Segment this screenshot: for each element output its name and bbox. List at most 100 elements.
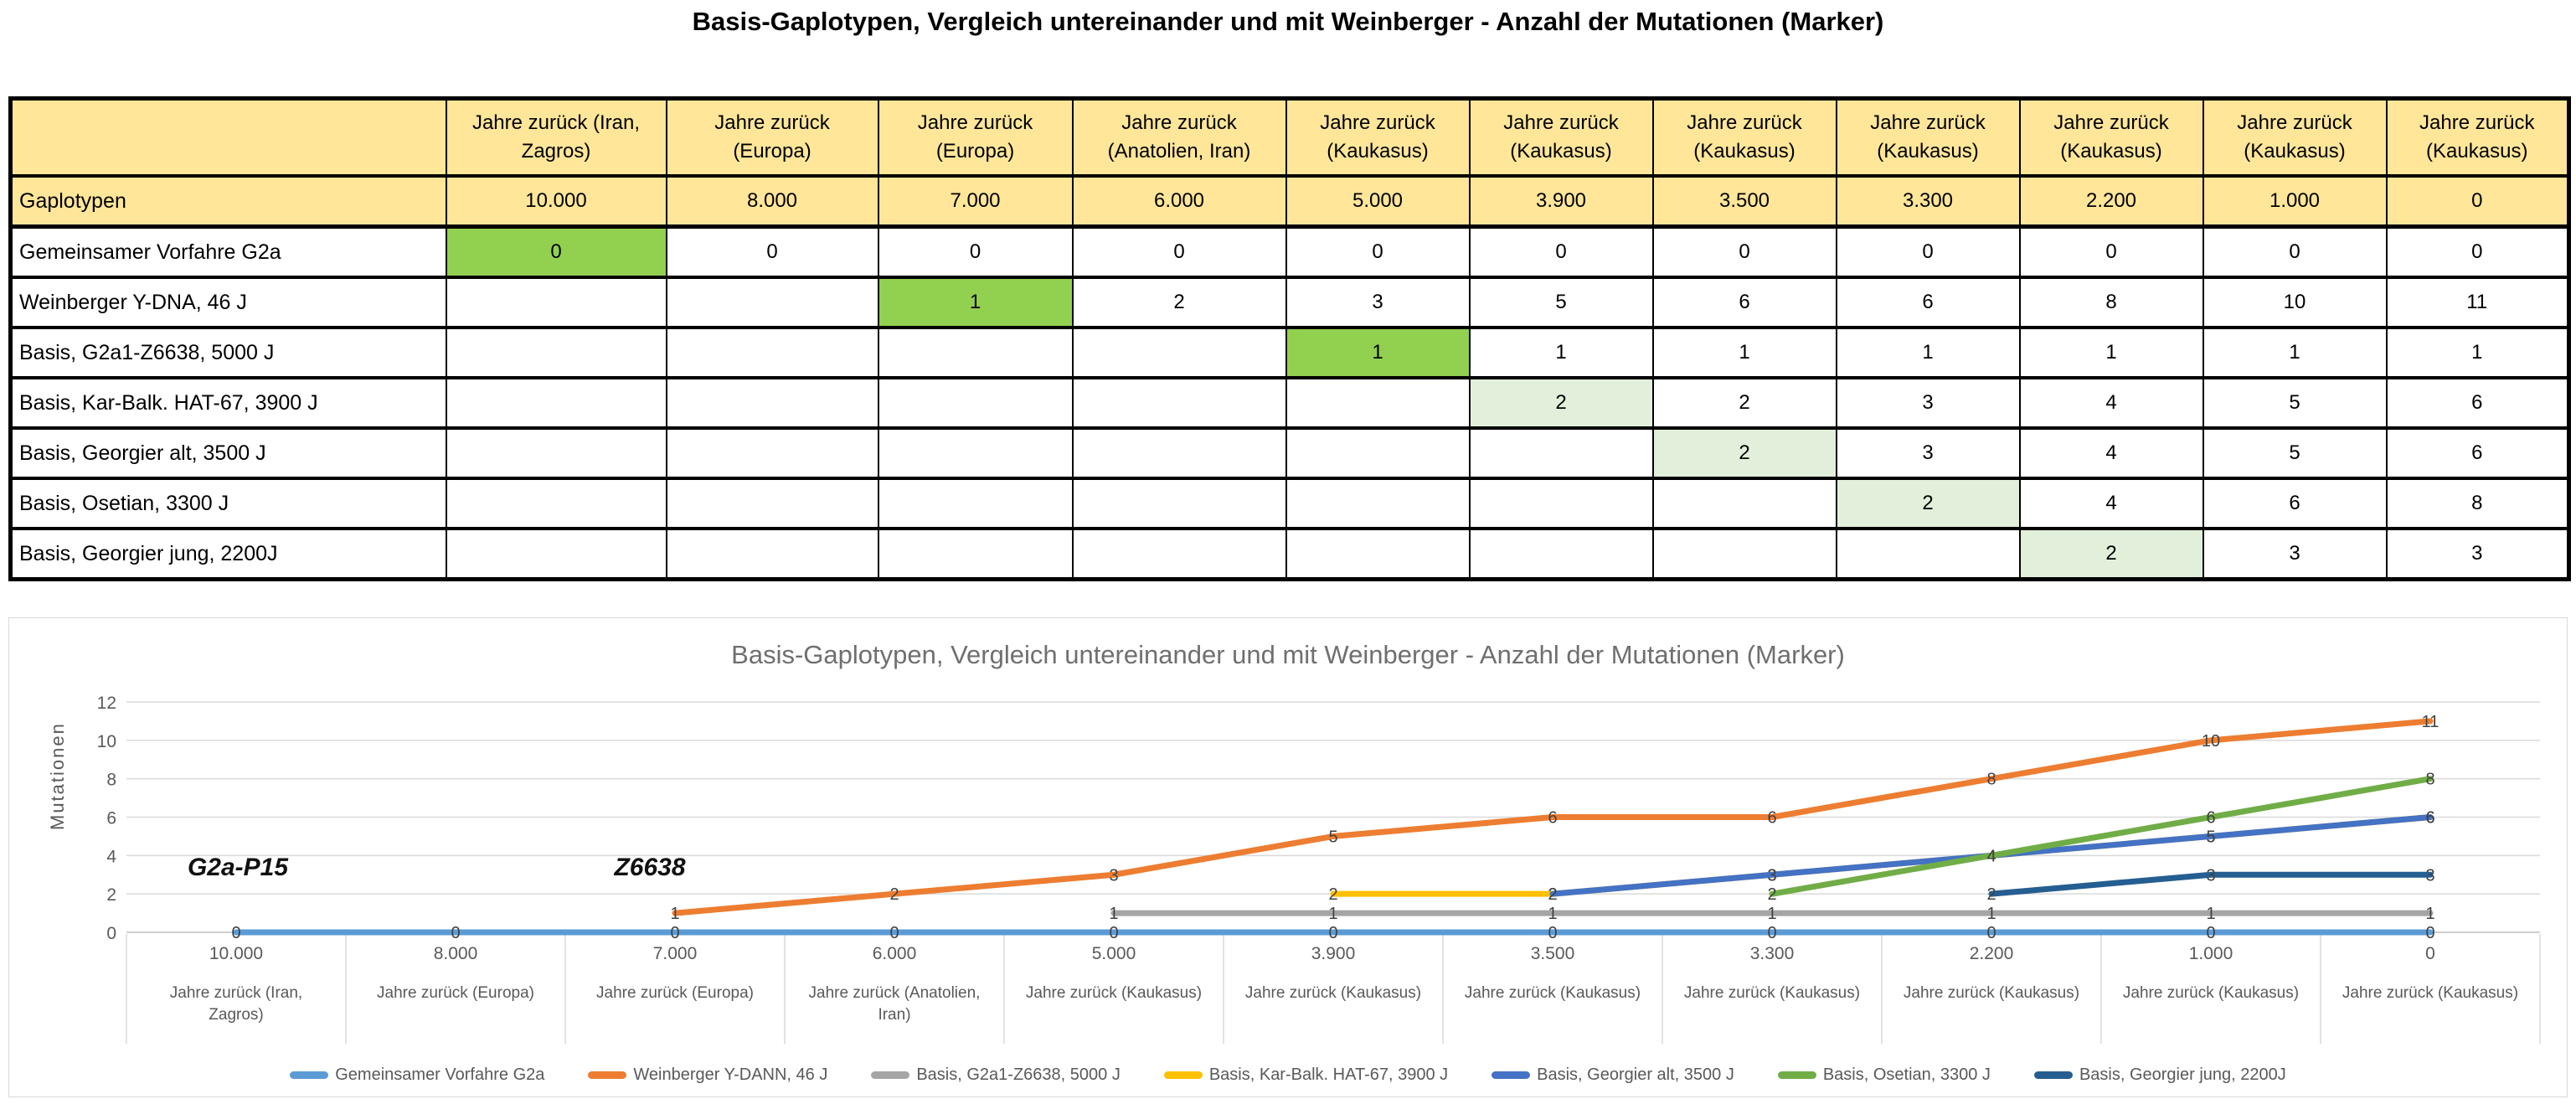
table-cell: 5 <box>2202 426 2388 480</box>
table-cell <box>445 376 667 430</box>
x-tick-region: Jahre zurück (Kaukasus) <box>1683 984 1861 1002</box>
table-cell <box>1071 477 1287 530</box>
legend-swatch <box>1777 1071 1816 1079</box>
series-line-5 <box>1769 776 2434 897</box>
data-label: 8 <box>2425 771 2434 789</box>
data-label: 5 <box>1328 828 1337 846</box>
data-label: 1 <box>2425 905 2434 923</box>
table-cell <box>1468 527 1654 581</box>
column-header: Jahre zurück (Anatolien, Iran) <box>1071 96 1287 178</box>
data-label: 4 <box>1986 847 1996 865</box>
legend-item: Gemeinsamer Vorfahre G2a <box>290 1065 544 1085</box>
table-cell: 0 <box>665 224 879 279</box>
x-tick-value: 3.500 <box>1530 944 1575 963</box>
data-label: 0 <box>1328 924 1337 942</box>
table-cell: 4 <box>2018 477 2204 530</box>
table-body: Jahre zurück (Iran, Zagros) Jahre zurück … <box>9 96 2570 581</box>
y-tick-label: 12 <box>97 694 116 713</box>
x-tick-value: 3.900 <box>1311 944 1356 963</box>
chart-legend: Gemeinsamer Vorfahre G2a Weinberger Y-DAN… <box>9 1065 2567 1085</box>
table-cell <box>1835 527 2021 581</box>
table-cell <box>445 527 667 581</box>
legend-item: Basis, Osetian, 3300 J <box>1777 1065 1991 1085</box>
chart-annotation: G2a-P15 <box>187 854 289 882</box>
table-cell <box>445 326 667 379</box>
years-cell: 10.000 <box>445 174 667 229</box>
data-label: 2 <box>1548 885 1557 904</box>
years-cell: 2.200 <box>2018 174 2204 229</box>
data-label: 1 <box>670 905 679 923</box>
data-label: 0 <box>2425 924 2434 942</box>
table-cell <box>1071 376 1287 430</box>
table-cell <box>1071 426 1287 480</box>
table-cell <box>665 477 879 530</box>
table-cell: 4 <box>2018 376 2204 430</box>
x-tick-region: Jahre zurück (Kaukasus) <box>1025 984 1203 1002</box>
x-tick-label: 7.000 Jahre zurück (Europa) <box>565 944 785 1004</box>
table-cell: 11 <box>2385 276 2570 329</box>
table-cell: 0 <box>2018 224 2204 279</box>
table-cell <box>1468 477 1654 530</box>
row-label: Basis, Georgier jung, 2200J <box>9 527 447 581</box>
table-cell: 0 <box>1835 224 2021 279</box>
x-tick-region: Jahre zurück (Anatolien, Iran) <box>808 984 981 1024</box>
row-label: Basis, Osetian, 3300 J <box>9 477 447 530</box>
x-tick-value: 0 <box>2425 944 2435 963</box>
table-cell: 0 <box>2202 224 2388 279</box>
data-label: 0 <box>2206 924 2215 942</box>
x-tick-value: 6.000 <box>872 944 917 963</box>
years-row-label: Gaplotypen <box>9 174 447 229</box>
legend-item: Weinberger Y-DANN, 46 J <box>588 1065 827 1085</box>
x-tick-label: 5.000 Jahre zurück (Kaukasus) <box>1004 944 1224 1004</box>
column-header: Jahre zurück (Kaukasus) <box>1835 96 2021 178</box>
table-cell: 3 <box>2202 527 2388 581</box>
table-row: Gemeinsamer Vorfahre G2a 0 0 0 0 0 0 0 0 0 0 0 <box>9 224 2570 279</box>
column-header: Jahre zurück (Kaukasus) <box>2385 96 2570 178</box>
mutations-table: Jahre zurück (Iran, Zagros) Jahre zurück … <box>8 96 2571 581</box>
x-tick-label: 3.500 Jahre zurück (Kaukasus) <box>1443 944 1662 1004</box>
table-cell <box>877 326 1074 379</box>
table-cell: 1 <box>1651 326 1837 379</box>
data-label: 4 <box>1986 847 1996 865</box>
legend-swatch <box>588 1071 627 1079</box>
row-label: Gemeinsamer Vorfahre G2a <box>9 224 447 279</box>
x-tick-region: Jahre zurück (Kaukasus) <box>2122 984 2300 1002</box>
data-label: 0 <box>1548 924 1557 942</box>
table-cell: 4 <box>2018 426 2204 480</box>
data-label: 0 <box>1767 924 1776 942</box>
legend-item: Basis, Georgier jung, 2200J <box>2033 1065 2286 1085</box>
legend-item: Basis, Kar-Balk. HAT-67, 3900 J <box>1163 1065 1448 1085</box>
table-cell <box>877 426 1074 480</box>
data-label: 0 <box>231 924 240 942</box>
x-tick-label: 1.000 Jahre zurück (Kaukasus) <box>2101 944 2321 1004</box>
x-tick-label: 10.000 Jahre zurück (Iran, Zagros) <box>126 944 346 1026</box>
data-label: 11 <box>2422 713 2439 731</box>
legend-label: Basis, Osetian, 3300 J <box>1822 1065 1991 1084</box>
table-cell <box>665 276 879 329</box>
data-label: 6 <box>2425 809 2434 828</box>
table-row: Weinberger Y-DNA, 46 J 1 2 3 5 6 6 8 10 11 <box>9 276 2570 329</box>
data-label: 6 <box>1767 809 1776 828</box>
column-header: Jahre zurück (Kaukasus) <box>1651 96 1837 178</box>
table-cell: 6 <box>2202 477 2388 530</box>
data-label: 2 <box>1767 885 1776 904</box>
data-label: 2 <box>889 885 899 904</box>
chart: Basis-Gaplotypen, Vergleich untereinande… <box>8 617 2568 1097</box>
data-label: 1 <box>1986 905 1996 923</box>
legend-swatch <box>871 1071 910 1079</box>
table-cell: 2 <box>1651 376 1837 430</box>
table-cell: 6 <box>2385 376 2570 430</box>
table-cell: 5 <box>1468 276 1654 329</box>
x-tick-region: Jahre zurück (Kaukasus) <box>1464 984 1641 1002</box>
data-label: 5 <box>2206 828 2215 846</box>
table-cell: 3 <box>1835 376 2021 430</box>
x-tick-value: 5.000 <box>1091 944 1136 963</box>
years-cell: 6.000 <box>1071 174 1287 229</box>
data-label: 0 <box>670 924 679 942</box>
legend-swatch <box>1163 1071 1203 1079</box>
x-tick-value: 1.000 <box>2188 944 2233 963</box>
legend-swatch <box>290 1071 329 1079</box>
table-header-row: Jahre zurück (Iran, Zagros) Jahre zurück … <box>9 96 2570 178</box>
